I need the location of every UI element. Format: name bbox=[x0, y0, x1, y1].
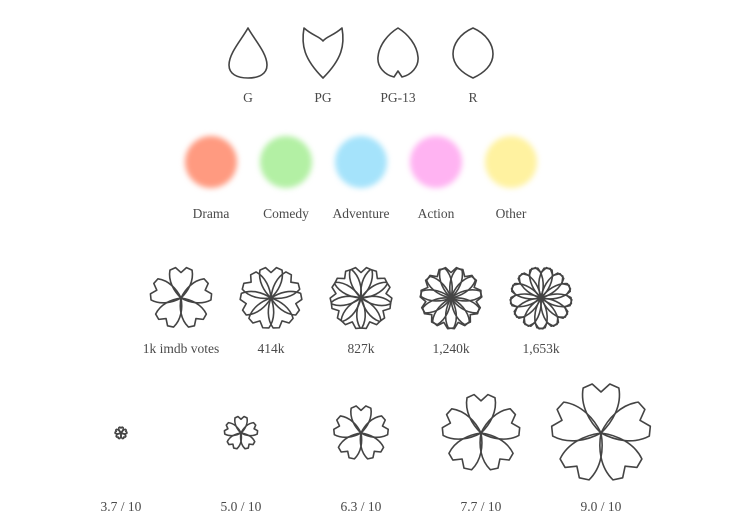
score-flower-3 bbox=[332, 405, 390, 460]
rating-pg-label: PG bbox=[314, 90, 332, 105]
score-3-7-label: 3.7 / 10 bbox=[100, 499, 142, 514]
flower-petal bbox=[480, 407, 521, 440]
score-7-7-label: 7.7 / 10 bbox=[460, 499, 502, 514]
votes-1k-label: 1k imdb votes bbox=[142, 341, 220, 356]
flower-petal bbox=[431, 297, 458, 330]
score-flower-1 bbox=[114, 426, 128, 440]
genre-comedy-label: Comedy bbox=[263, 206, 309, 221]
flower-petal bbox=[425, 267, 453, 299]
flower-petal bbox=[359, 432, 385, 460]
flower-petal bbox=[465, 393, 497, 434]
flower-petal bbox=[581, 383, 621, 434]
flower-petal bbox=[420, 275, 452, 302]
flower-petal bbox=[154, 297, 183, 328]
score-flower-4 bbox=[441, 393, 521, 471]
flower-petal bbox=[248, 297, 275, 329]
flower-petal bbox=[337, 432, 363, 460]
flower-petal bbox=[258, 266, 284, 299]
flower-petal bbox=[332, 415, 362, 439]
flower-petal bbox=[329, 281, 362, 307]
rating-r-shape bbox=[452, 27, 494, 79]
votes-414k-label: 414k bbox=[257, 341, 285, 356]
genre-action-label: Action bbox=[417, 206, 455, 221]
flower-petal bbox=[450, 275, 482, 302]
flower-petal bbox=[600, 401, 652, 442]
genre-adventure-label: Adventure bbox=[332, 206, 390, 221]
score-flower-5 bbox=[550, 383, 652, 481]
rating-r-label: R bbox=[468, 90, 478, 105]
flower-petal bbox=[168, 266, 194, 299]
genre-comedy-swatch bbox=[260, 136, 312, 188]
flower-petal bbox=[438, 266, 464, 299]
flower-petal bbox=[360, 415, 390, 439]
flower-petal bbox=[450, 288, 483, 314]
flower-petal bbox=[239, 290, 272, 316]
votes-827k-label: 827k bbox=[347, 341, 375, 356]
flower-petal bbox=[550, 401, 602, 442]
flower-petal bbox=[180, 278, 213, 304]
flower-petal bbox=[179, 297, 208, 328]
flower-petal bbox=[267, 297, 294, 329]
score-flower-2 bbox=[223, 415, 259, 450]
votes-flower-4 bbox=[419, 266, 483, 330]
rating-pg13-shape bbox=[377, 27, 419, 78]
flower-petal bbox=[241, 271, 272, 300]
score-6-3-label: 6.3 / 10 bbox=[340, 499, 382, 514]
flower-petal bbox=[441, 407, 482, 440]
votes-1240k-label: 1,240k bbox=[432, 341, 470, 356]
flower-petal bbox=[350, 405, 372, 434]
genre-other-swatch bbox=[485, 136, 537, 188]
flower-petal bbox=[450, 297, 481, 326]
flower-petal bbox=[419, 288, 452, 314]
rating-pg13-label: PG-13 bbox=[380, 90, 416, 105]
flower-petal bbox=[479, 432, 514, 471]
flower-petal bbox=[449, 267, 477, 299]
flower-petal bbox=[333, 268, 363, 299]
genre-adventure-swatch bbox=[335, 136, 387, 188]
flower-petal bbox=[270, 271, 301, 300]
flower-petal bbox=[559, 432, 603, 481]
votes-flower-3 bbox=[329, 266, 393, 330]
votes-flower-5 bbox=[509, 266, 573, 330]
votes-flower-2 bbox=[239, 266, 303, 329]
score-5-0-label: 5.0 / 10 bbox=[220, 499, 262, 514]
flower-petal bbox=[114, 428, 122, 435]
flower-petal bbox=[599, 432, 643, 481]
genre-drama-swatch bbox=[185, 136, 237, 188]
flower-petal bbox=[421, 297, 452, 326]
flower-petal bbox=[448, 432, 483, 471]
score-9-0-label: 9.0 / 10 bbox=[580, 499, 622, 514]
flower-petal bbox=[270, 290, 303, 316]
rating-g-shape bbox=[228, 27, 268, 79]
genre-action-swatch bbox=[410, 136, 462, 188]
flower-petal bbox=[223, 421, 242, 437]
flower-petal bbox=[444, 297, 471, 330]
votes-flower-1 bbox=[149, 266, 213, 328]
flower-petal bbox=[234, 415, 248, 434]
genre-drama-label: Drama bbox=[192, 206, 230, 221]
rating-g-label: G bbox=[243, 90, 253, 105]
flower-petal bbox=[149, 278, 182, 304]
genre-other-label: Other bbox=[495, 206, 527, 221]
votes-1653k-label: 1,653k bbox=[522, 341, 560, 356]
rating-pg-shape bbox=[302, 27, 344, 79]
flower-petal bbox=[517, 267, 544, 299]
